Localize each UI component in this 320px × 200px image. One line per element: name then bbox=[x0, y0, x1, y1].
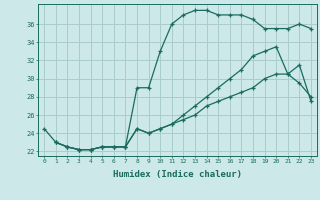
X-axis label: Humidex (Indice chaleur): Humidex (Indice chaleur) bbox=[113, 170, 242, 179]
